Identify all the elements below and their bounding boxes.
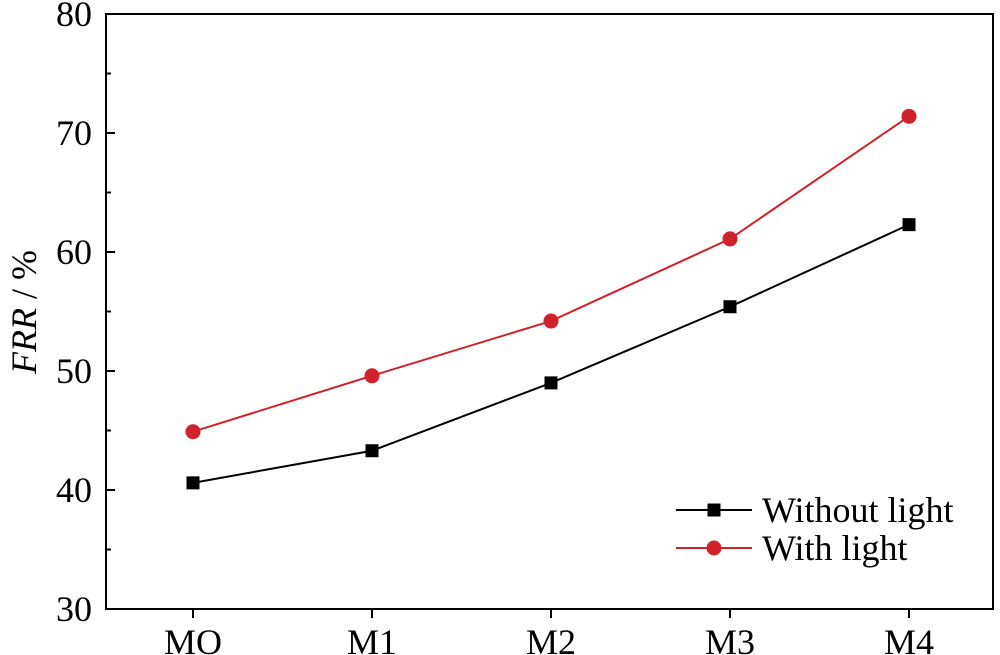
legend-marker [706,540,722,556]
legend-marker [707,503,721,517]
y-tick-label: 50 [56,351,92,391]
data-point [186,476,200,490]
data-point [902,218,916,232]
y-tick-label: 80 [56,0,92,34]
data-point [543,313,559,329]
axes: 30 40 50 60 70 80 MO M1 M2 M3 M4 [56,0,994,655]
series-group [185,108,917,490]
data-point [544,376,558,390]
x-tick-label: M1 [347,622,397,655]
series-0 [186,218,916,490]
data-point [365,444,379,458]
data-point [185,424,201,440]
legend-item: With light [676,528,908,568]
x-tick-label: M4 [884,622,934,655]
data-point [901,108,917,124]
x-tick-label: M3 [705,622,755,655]
series-line [192,223,910,484]
y-tick-label: 60 [56,232,92,272]
y-tick-label: 40 [56,470,92,510]
y-axis-label-unit: / % [4,250,44,308]
series-1 [185,108,917,440]
x-tick-label: MO [164,622,222,655]
y-axis-label-variable: FRR [4,308,44,375]
data-point [723,300,737,314]
x-tick-label: M2 [526,622,576,655]
y-axis-label: FRR / % [4,250,44,375]
y-tick-label: 30 [56,589,92,629]
legend-item: Without light [676,490,954,530]
legend-label: With light [762,528,908,568]
data-point [364,368,380,384]
y-tick-label: 70 [56,113,92,153]
data-point [722,231,738,247]
legend-label: Without light [762,490,954,530]
